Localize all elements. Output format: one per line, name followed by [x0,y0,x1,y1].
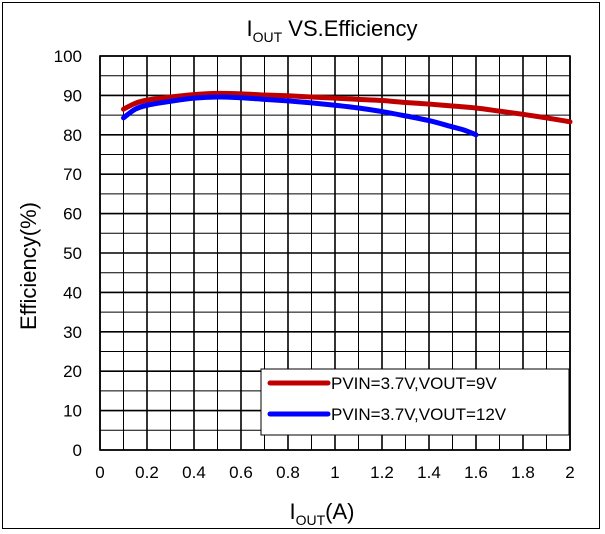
x-tick-label: 1.2 [370,463,394,482]
y-tick-label: 0 [73,441,82,460]
y-tick-label: 70 [63,165,82,184]
x-tick-label: 2 [565,463,574,482]
y-tick-label: 30 [63,323,82,342]
x-tick-label: 1 [330,463,339,482]
series-lines [121,90,573,138]
y-tick-label: 10 [63,402,82,421]
y-axis-title: Efficiency(%) [16,202,41,330]
x-tick-label: 0 [95,463,104,482]
y-tick-label: 50 [63,244,82,263]
legend-label-12v: PVIN=3.7V,VOUT=12V [331,405,507,424]
x-tick-label: 0.6 [229,463,253,482]
chart-frame [2,2,600,529]
x-tick-label: 0.2 [135,463,159,482]
y-tick-labels: 0 10 20 30 40 50 60 70 80 90 100 [54,47,82,460]
x-tick-label: 1.6 [464,463,488,482]
x-tick-label: 1.8 [511,463,535,482]
plot-area-border [99,55,571,451]
y-tick-label: 80 [63,126,82,145]
series-line-9v [121,90,573,125]
x-tick-labels: 0 0.2 0.4 0.6 0.8 1 1.2 1.4 1.6 1.8 2 [95,463,574,482]
x-axis-title: IOUT(A) [289,499,354,528]
series-line-12v [121,94,479,138]
x-tick-label: 0.4 [182,463,206,482]
x-tick-label: 0.8 [276,463,300,482]
legend-box [260,368,570,436]
legend: PVIN=3.7V,VOUT=9V PVIN=3.7V,VOUT=12V [260,368,570,436]
y-tick-label: 90 [63,86,82,105]
y-tick-label: 60 [63,205,82,224]
y-tick-label: 40 [63,283,82,302]
x-tick-label: 1.4 [417,463,441,482]
chart-title: IOUT VS.Efficiency [246,16,417,45]
y-tick-label: 100 [54,47,82,66]
y-tick-label: 20 [63,362,82,381]
legend-label-9v: PVIN=3.7V,VOUT=9V [331,374,497,393]
